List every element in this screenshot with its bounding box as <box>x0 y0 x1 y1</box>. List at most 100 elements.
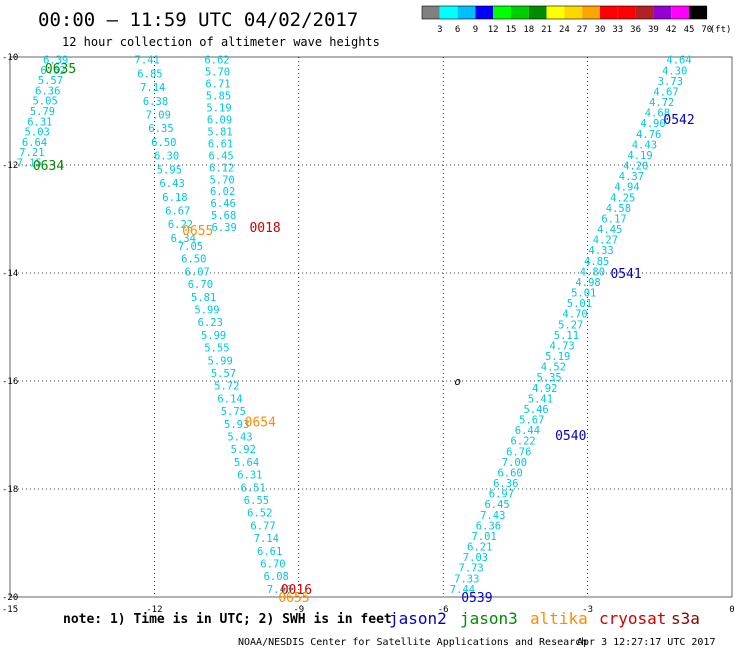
swh-value: 5.43 <box>227 432 252 444</box>
legend-s3a: s3a <box>671 609 700 628</box>
color-swatch <box>635 6 654 19</box>
swh-value: 6.77 <box>250 520 275 532</box>
color-swatch <box>671 6 689 19</box>
swh-value: 4.20 <box>623 161 648 173</box>
swh-value: 5.75 <box>221 406 246 418</box>
swh-value: 6.21 <box>467 542 492 554</box>
swh-value: 5.99 <box>194 305 219 317</box>
pass-time-label: 0016 <box>281 583 312 598</box>
swh-value: 6.45 <box>208 150 233 162</box>
swh-value: 5.57 <box>211 368 236 380</box>
swh-value: 5.01 <box>567 298 592 310</box>
swh-value: 7.14 <box>140 82 165 94</box>
pass-time-label: 0635 <box>45 62 76 77</box>
swh-value: 4.98 <box>575 277 600 289</box>
color-swatch <box>475 6 494 19</box>
swh-value: 7.44 <box>450 584 475 596</box>
legend-altika: altika <box>530 609 588 628</box>
swh-value: 5.70 <box>209 174 234 186</box>
axis-tick-labels: -15 -12 -9 -6 -3 0 -10 -12 -14 -16 -18 -20 <box>2 53 735 615</box>
swh-value: 4.52 <box>541 362 566 374</box>
swh-value: 7.41 <box>135 55 160 67</box>
color-scale-label: 36 <box>630 25 641 35</box>
swh-value: 5.93 <box>224 419 249 431</box>
swh-value: 6.22 <box>510 436 535 448</box>
color-scale-label: 9 <box>473 25 478 35</box>
swh-value: 6.62 <box>204 55 229 67</box>
x-tick-label: 0 <box>729 605 734 615</box>
swh-value: 5.55 <box>204 343 229 355</box>
swh-value: 6.70 <box>188 279 213 291</box>
x-tick-label: -6 <box>438 605 449 615</box>
pass-time-label: 0539 <box>461 591 492 606</box>
swh-value: 6.39 <box>212 222 237 234</box>
swh-value: 4.70 <box>562 309 587 321</box>
swh-value: 6.14 <box>217 393 242 405</box>
swh-value: 7.73 <box>458 563 483 575</box>
swh-value: 6.08 <box>264 571 289 583</box>
swh-value: 4.19 <box>627 150 652 162</box>
swh-value: 5.27 <box>558 319 583 331</box>
swh-value: 6.52 <box>247 508 272 520</box>
swh-value: 6.70 <box>260 559 285 571</box>
swh-value: 4.80 <box>580 266 605 278</box>
swh-value: 4.25 <box>610 192 635 204</box>
color-scale-label: 6 <box>455 25 460 35</box>
swh-value: 7.33 <box>454 573 479 585</box>
wave-height-values: 6.396.625.576.365.055.796.315.036.647.21… <box>17 55 692 596</box>
color-scale-border <box>421 5 708 20</box>
color-swatch <box>617 6 636 19</box>
swh-value: 6.22 <box>168 219 193 231</box>
plot-grid <box>9 56 733 598</box>
swh-value: 5.81 <box>191 292 216 304</box>
color-scale-label: 27 <box>577 25 588 35</box>
color-scale-label: 70 <box>701 25 712 35</box>
swh-value: 5.19 <box>545 351 570 363</box>
pass-time-label: 0540 <box>555 429 586 444</box>
swh-value: 5.72 <box>214 381 239 393</box>
swh-value: 4.33 <box>588 245 613 257</box>
y-tick-label: -20 <box>2 593 18 603</box>
y-tick-label: -10 <box>2 53 18 63</box>
swh-value: 6.44 <box>515 425 540 437</box>
swh-value: 6.36 <box>476 520 501 532</box>
swh-value: 4.94 <box>614 182 639 194</box>
swh-value: 6.45 <box>484 499 509 511</box>
color-swatch <box>564 6 583 19</box>
color-swatch <box>600 6 618 19</box>
pass-time-label: 0655 <box>278 591 309 606</box>
swh-value: 4.45 <box>597 224 622 236</box>
color-swatch <box>511 6 529 19</box>
swh-value: 4.73 <box>549 340 574 352</box>
swh-value: 6.76 <box>506 446 531 458</box>
swh-value: 4.76 <box>636 129 661 141</box>
swh-value: 4.68 <box>645 108 670 120</box>
swh-value: 7.14 <box>254 533 279 545</box>
satellite-legend: note: 1) Time is in UTC; 2) SWH is in fe… <box>63 609 700 628</box>
swh-value: 6.50 <box>151 137 176 149</box>
swh-value: 6.71 <box>205 79 230 91</box>
swh-value: 6.02 <box>210 186 235 198</box>
swh-value: 6.51 <box>241 482 266 494</box>
swh-value: 7.15 <box>17 157 42 169</box>
swh-value: 6.61 <box>257 546 282 558</box>
swh-value: 5.35 <box>536 372 561 384</box>
pass-time-label: 0018 <box>249 221 280 236</box>
y-tick-label: -14 <box>2 269 18 279</box>
swh-value: 5.19 <box>206 103 231 115</box>
y-tick-label: -16 <box>2 377 18 387</box>
swh-value: 5.68 <box>211 210 236 222</box>
swh-value: 6.85 <box>137 68 162 80</box>
swh-value: 5.99 <box>201 330 226 342</box>
chart-title: 00:00 – 11:59 UTC 04/02/2017 <box>38 9 358 31</box>
track-marker: o <box>454 375 461 388</box>
pass-time-label: 0654 <box>245 416 276 431</box>
color-scale-label: 39 <box>648 25 659 35</box>
x-tick-label: -3 <box>582 605 593 615</box>
swh-value: 7.05 <box>178 241 203 253</box>
swh-value: 6.61 <box>208 138 233 150</box>
swh-value: 5.79 <box>30 106 55 118</box>
legend-jason2: jason2 <box>389 609 447 628</box>
swh-value: 6.31 <box>27 116 52 128</box>
swh-value: 5.67 <box>519 415 544 427</box>
